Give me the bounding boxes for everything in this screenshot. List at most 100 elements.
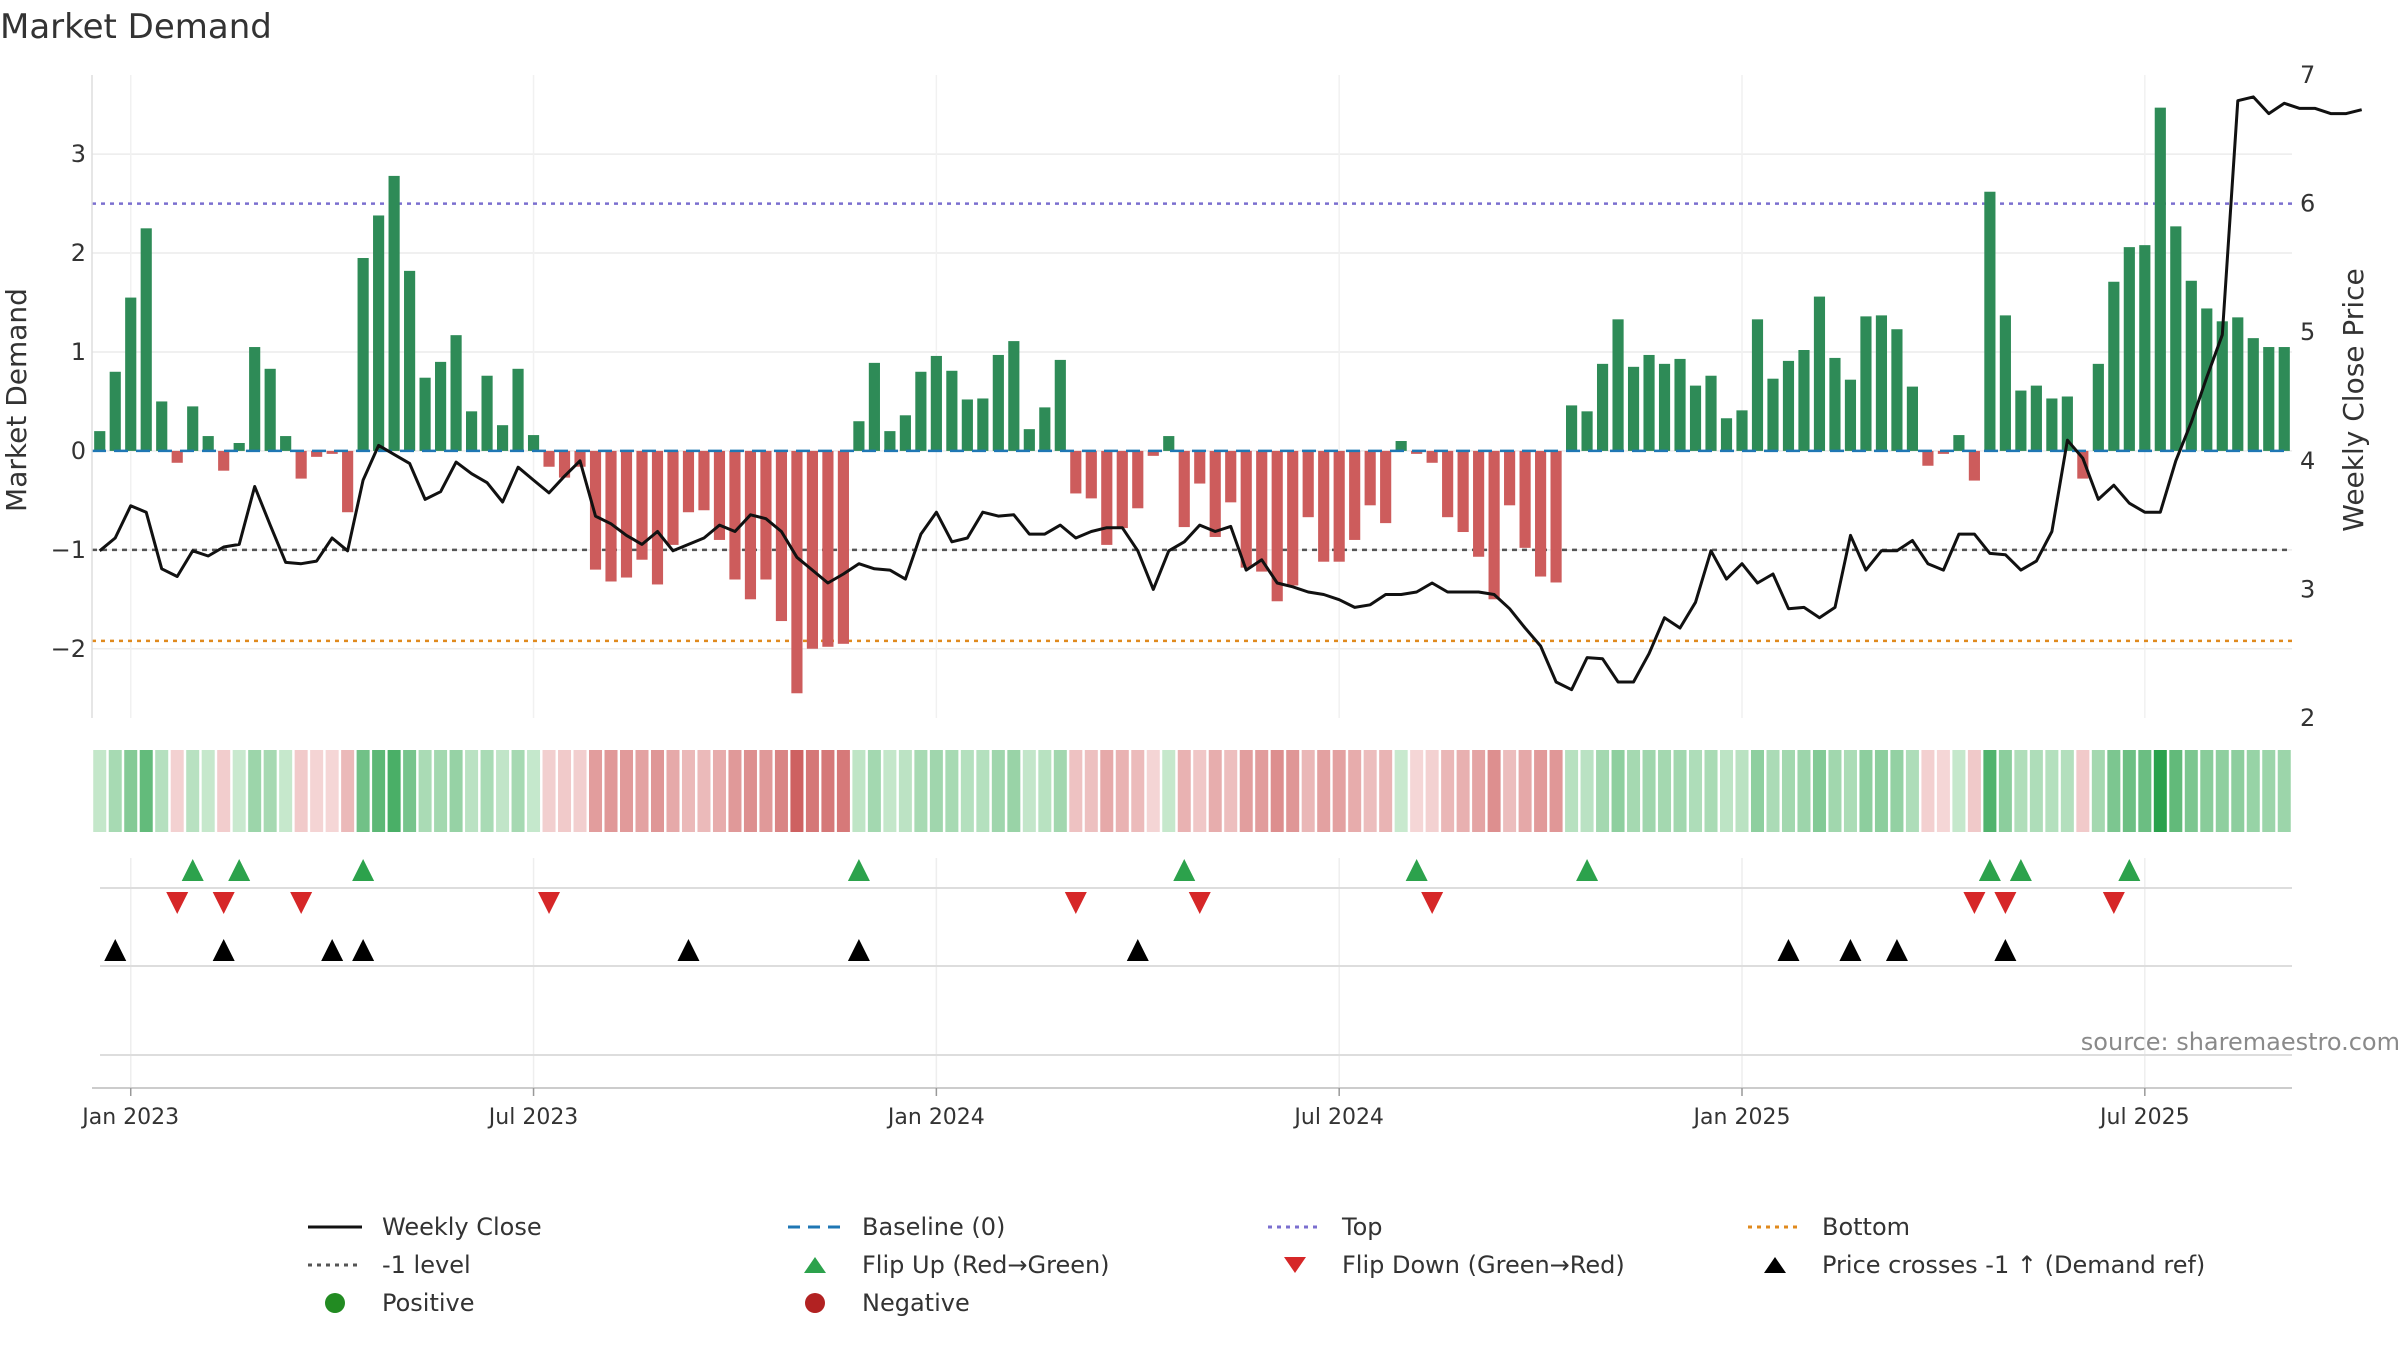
demand-bar [2092, 363, 2104, 451]
flip-up-marker [2118, 859, 2141, 881]
heat-cell [1193, 750, 1207, 832]
flip-up-marker [352, 859, 375, 881]
demand-bar [109, 371, 121, 451]
heat-cell [2246, 750, 2260, 832]
flip-up-marker [1173, 859, 1196, 881]
demand-bar [2139, 245, 2151, 451]
demand-heat-strip [93, 750, 2291, 832]
price-cross-marker [677, 939, 700, 961]
demand-bar [218, 450, 230, 471]
heat-cell [449, 750, 463, 832]
heat-cell [403, 750, 417, 832]
heat-cell [991, 750, 1005, 832]
heat-cell [1580, 750, 1594, 832]
demand-bar [264, 368, 276, 451]
heat-cell [1363, 750, 1377, 832]
demand-bar [1798, 350, 1810, 451]
flip-down-marker [1064, 892, 1087, 914]
legend-symbol [1764, 1257, 1786, 1273]
demand-bar [2061, 396, 2073, 451]
heat-cell [1239, 750, 1253, 832]
demand-bar [233, 442, 245, 451]
demand-bar [1720, 418, 1733, 451]
heat-cell [465, 750, 479, 832]
heat-cell [1131, 750, 1145, 832]
heat-cell [960, 750, 974, 832]
flip-down-marker [1963, 892, 1986, 914]
demand-bar [605, 450, 617, 582]
demand-bar [1395, 441, 1407, 451]
demand-bar [1039, 407, 1051, 451]
demand-bar [512, 368, 524, 451]
demand-bar [1984, 191, 1996, 451]
legend-item: Negative [780, 1284, 970, 1322]
heat-cell [2262, 750, 2276, 832]
demand-bar [1178, 450, 1190, 528]
price-cross-marker [1839, 939, 1862, 961]
demand-bar [295, 450, 307, 479]
demand-bar [1550, 450, 1562, 583]
heat-cell [2200, 750, 2214, 832]
demand-bar [1581, 411, 1593, 451]
y-tick-label: 2 [71, 239, 86, 267]
demand-bar [868, 362, 880, 451]
heat-cell [496, 750, 510, 832]
legend-item: Weekly Close [300, 1208, 542, 1246]
heat-cell [170, 750, 184, 832]
legend-label: -1 level [382, 1251, 471, 1279]
heat-cell [650, 750, 664, 832]
heat-cell [1518, 750, 1532, 832]
legend-swatch [325, 1293, 345, 1313]
demand-bar [1333, 450, 1345, 562]
heat-cell [2169, 750, 2183, 832]
heat-cell [1658, 750, 1672, 832]
demand-bar [1736, 410, 1748, 451]
heat-cell [511, 750, 525, 832]
demand-bar [1829, 357, 1841, 451]
demand-bar [1023, 429, 1035, 451]
x-tick-label: Jul 2024 [1292, 1105, 1384, 1130]
y2-tick-label: 5 [2300, 318, 2315, 346]
heat-cell [2014, 750, 2028, 832]
heat-cell [155, 750, 169, 832]
demand-bar [1968, 450, 1980, 481]
heat-cell [1038, 750, 1052, 832]
price-cross-marker [104, 939, 127, 961]
demand-bar [1488, 450, 1500, 600]
legend-item: Flip Up (Red→Green) [780, 1246, 1110, 1284]
heat-cell [1812, 750, 1826, 832]
demand-bar [775, 450, 788, 622]
price-cross-marker [1777, 939, 1800, 961]
demand-bar [713, 450, 726, 540]
demand-bar [1674, 358, 1686, 451]
heat-cell [1750, 750, 1764, 832]
flip-down-marker [1421, 892, 1444, 914]
heat-cell [728, 750, 742, 832]
price-cross-marker [321, 939, 344, 961]
x-tick-label: Jan 2024 [886, 1105, 985, 1130]
demand-bar [1085, 450, 1097, 499]
heat-cell [1596, 750, 1610, 832]
heat-cell [201, 750, 215, 832]
legend-swatch [804, 1257, 826, 1273]
heat-cell [666, 750, 680, 832]
demand-bar [558, 450, 571, 478]
y-tick-label: 1 [71, 338, 86, 366]
price-cross-marker [352, 939, 375, 961]
heat-cell [759, 750, 773, 832]
legend-item: Positive [300, 1284, 475, 1322]
demand-bar [450, 335, 462, 451]
heat-cell [1704, 750, 1718, 832]
legend-swatch [1764, 1257, 1786, 1273]
flip-up-marker [228, 859, 251, 881]
demand-bar [1891, 329, 1903, 451]
demand-bar [156, 401, 168, 451]
heat-cell [1441, 750, 1455, 832]
heat-cell [1224, 750, 1238, 832]
heat-cell [836, 750, 850, 832]
heat-cell [1053, 750, 1067, 832]
demand-bar [574, 450, 586, 467]
heat-cell [372, 750, 386, 832]
right-axis: 7 6 5 4 3 2 [2300, 61, 2315, 732]
demand-bar [543, 450, 555, 467]
